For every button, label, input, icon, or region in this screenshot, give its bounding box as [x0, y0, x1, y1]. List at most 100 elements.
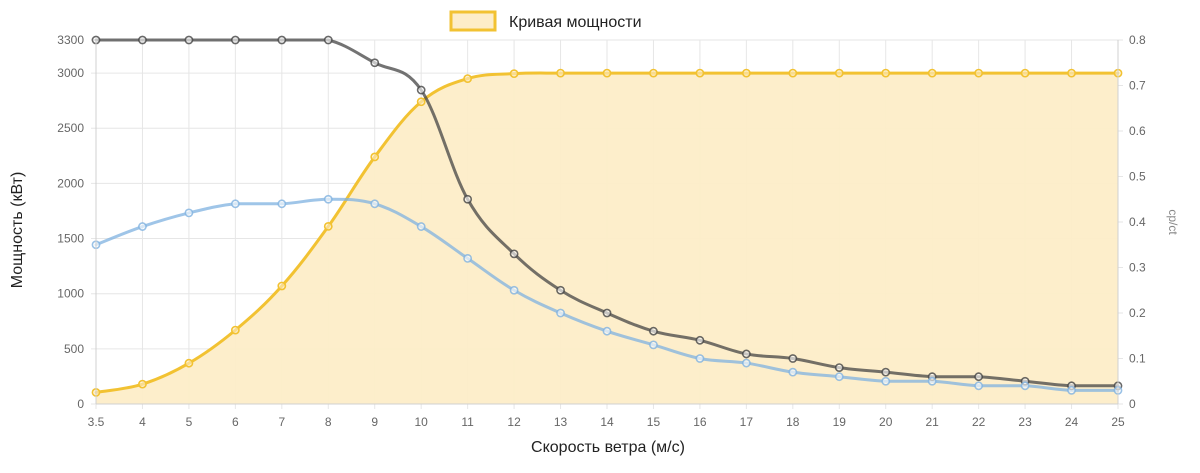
legend-swatch: [449, 10, 497, 32]
power-curve-point[interactable]: [974, 68, 984, 78]
x-tick-label: 11: [461, 415, 474, 429]
x-tick-label: 18: [786, 415, 800, 429]
power-curve-point[interactable]: [463, 74, 473, 84]
cp-curve-point[interactable]: [277, 199, 287, 209]
cp-curve-point[interactable]: [463, 253, 473, 263]
cp-curve-point[interactable]: [649, 340, 658, 350]
ct-curve-point[interactable]: [184, 35, 194, 45]
power-curve-point[interactable]: [556, 68, 565, 78]
legend[interactable]: Кривая мощности: [449, 10, 642, 32]
cp-curve-point[interactable]: [370, 199, 380, 209]
power-curve-point[interactable]: [230, 325, 240, 335]
cp-curve-point[interactable]: [556, 308, 565, 318]
x-tick-label: 22: [972, 415, 986, 429]
y2-tick-label: 0: [1129, 397, 1136, 411]
y-axis-title: Мощность (кВт): [9, 172, 26, 289]
ct-curve-point[interactable]: [974, 372, 984, 382]
cp-curve-point[interactable]: [184, 208, 194, 218]
ct-curve-point[interactable]: [834, 363, 844, 372]
x-tick-label: 8: [325, 415, 332, 429]
series-layer: [94, 38, 1120, 404]
points-layer: [91, 35, 1123, 397]
power-curve-point[interactable]: [509, 69, 519, 79]
power-curve-point[interactable]: [138, 379, 147, 389]
cp-curve-point[interactable]: [788, 367, 798, 377]
ct-curve-point[interactable]: [323, 35, 333, 45]
cp-curve-point[interactable]: [416, 222, 426, 231]
x-tick-label: 25: [1111, 415, 1125, 429]
x-tick-label: 12: [507, 415, 521, 429]
x-tick-label: 14: [600, 415, 614, 429]
y-tick-label: 500: [64, 342, 84, 356]
y2-tick-label: 0.5: [1129, 170, 1146, 184]
power-curve-point[interactable]: [927, 68, 937, 78]
power-curve-point[interactable]: [1020, 68, 1030, 78]
cp-curve-point[interactable]: [881, 376, 891, 386]
y-tick-label: 1500: [57, 232, 84, 246]
cp-curve-point[interactable]: [695, 354, 705, 363]
x-tick-label: 23: [1018, 415, 1032, 429]
ct-curve-point[interactable]: [416, 85, 426, 95]
x-tick-label: 6: [232, 415, 239, 429]
cp-curve-point[interactable]: [602, 326, 612, 336]
x-tick-label: 21: [926, 415, 940, 429]
ct-curve-point[interactable]: [230, 35, 240, 45]
y-tick-label: 3300: [57, 33, 84, 47]
power-curve-point[interactable]: [834, 68, 844, 78]
ct-curve-point[interactable]: [695, 335, 705, 345]
power-curve-point[interactable]: [416, 97, 426, 107]
cp-curve-point[interactable]: [138, 222, 147, 231]
ct-curve-point[interactable]: [370, 58, 380, 68]
ct-curve-point[interactable]: [277, 35, 287, 45]
power-curve-point[interactable]: [649, 68, 658, 78]
power-curve-area: [96, 73, 1118, 404]
power-curve-point[interactable]: [323, 222, 333, 231]
power-curve-point[interactable]: [741, 68, 751, 78]
x-tick-label: 10: [415, 415, 429, 429]
power-curve-point[interactable]: [1067, 68, 1076, 78]
power-curve-point[interactable]: [881, 68, 891, 78]
x-tick-label: 9: [371, 415, 378, 429]
y2-tick-label: 0.3: [1129, 261, 1146, 275]
x-tick-label: 19: [833, 415, 847, 429]
power-curve-point[interactable]: [788, 68, 798, 78]
ct-curve-point[interactable]: [602, 308, 612, 318]
x-tick-label: 17: [740, 415, 754, 429]
ct-curve-point[interactable]: [556, 285, 565, 295]
power-curve-point[interactable]: [370, 152, 380, 162]
x-tick-label: 16: [693, 415, 707, 429]
cp-curve-point[interactable]: [1020, 381, 1030, 391]
cp-curve-point[interactable]: [927, 376, 937, 386]
power-curve-line: [94, 71, 1120, 394]
y-tick-label: 1000: [57, 287, 84, 301]
ct-curve-point[interactable]: [463, 194, 473, 204]
ct-curve-point[interactable]: [138, 35, 147, 45]
x-tick-label: 13: [554, 415, 568, 429]
power-curve-point[interactable]: [184, 358, 194, 368]
cp-curve-point[interactable]: [230, 199, 240, 209]
x-tick-label: 3.5: [88, 415, 105, 429]
x-tick-label: 20: [879, 415, 893, 429]
cp-curve-point[interactable]: [509, 285, 519, 295]
x-tick-label: 15: [647, 415, 661, 429]
ct-curve-point[interactable]: [649, 326, 658, 336]
power-curve-point[interactable]: [695, 68, 705, 78]
y-tick-label: 2000: [57, 176, 84, 190]
power-curve-point[interactable]: [277, 281, 287, 291]
power-curve-point[interactable]: [602, 68, 612, 78]
ct-curve-point[interactable]: [881, 367, 891, 377]
y-tick-label: 3000: [57, 66, 84, 80]
ct-curve-point[interactable]: [741, 349, 751, 359]
cp-curve-point[interactable]: [834, 372, 844, 382]
x-axis-title: Скорость ветра (м/с): [531, 439, 685, 456]
y2-tick-label: 0.4: [1129, 215, 1146, 229]
ct-curve-point[interactable]: [788, 354, 798, 363]
cp-curve-point[interactable]: [1067, 385, 1076, 395]
y2-tick-label: 0.6: [1129, 124, 1146, 138]
x-tick-label: 4: [139, 415, 146, 429]
cp-curve-point[interactable]: [741, 358, 751, 368]
cp-curve-point[interactable]: [323, 194, 333, 204]
ct-curve-point[interactable]: [509, 249, 519, 259]
cp-curve-point[interactable]: [974, 381, 984, 391]
